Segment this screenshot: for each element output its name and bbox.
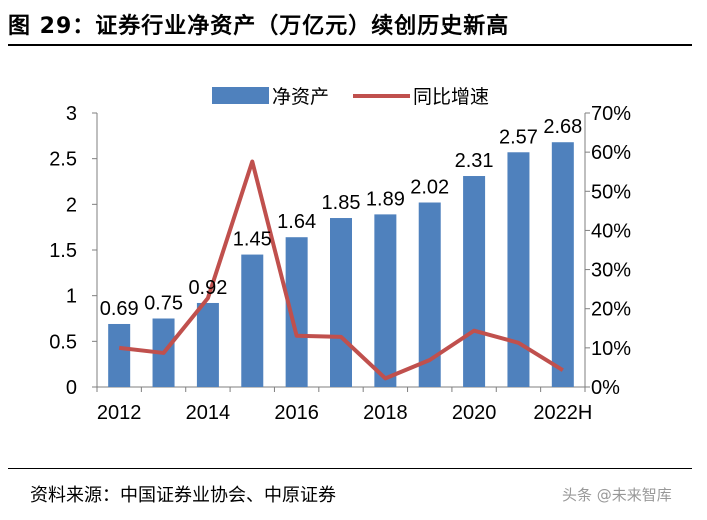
bar-2020 bbox=[463, 176, 486, 387]
x-tick-label: 2012 bbox=[97, 402, 142, 424]
line-series bbox=[118, 159, 564, 381]
legend: 净资产 同比增速 bbox=[212, 86, 489, 108]
footer-divider bbox=[8, 468, 692, 469]
y-right-tick-label: 20% bbox=[591, 299, 631, 321]
x-tick-label: 2020 bbox=[452, 402, 497, 424]
bar-value-label: 2.68 bbox=[543, 116, 582, 138]
y-right-tick-label: 0% bbox=[591, 377, 620, 399]
y-left-tick-label: 2.5 bbox=[49, 149, 77, 171]
y-left-tick-label: 1.5 bbox=[49, 240, 77, 262]
y-right-tick-label: 60% bbox=[591, 142, 631, 164]
y-left-tick-label: 0 bbox=[66, 377, 77, 399]
y-left-tick-label: 1 bbox=[66, 286, 77, 308]
bar-value-label: 1.45 bbox=[233, 229, 272, 251]
legend-swatch-bar bbox=[212, 87, 269, 104]
bar-2022H bbox=[551, 142, 574, 387]
data-labels: 0.69 0.750.92 1.451.64 1.85 1.892.02 2.312.57… bbox=[100, 116, 583, 320]
bar-2017 bbox=[330, 218, 352, 387]
x-tick-label: 2016 bbox=[274, 402, 319, 424]
y-right-tick-label: 10% bbox=[591, 338, 631, 360]
bar-value-label: 2.31 bbox=[455, 150, 494, 172]
bar-value-label: 0.69 bbox=[100, 298, 139, 320]
bar-2014 bbox=[196, 302, 219, 387]
chart-axes: 00.511.522.530%10%20%30%40%50%60%70%2012… bbox=[49, 103, 631, 424]
legend-label-bar: 净资产 bbox=[272, 86, 329, 108]
figure-title: 图 29：证券行业净资产（万亿元）续创历史新高 bbox=[8, 14, 510, 39]
y-right-tick-label: 40% bbox=[591, 220, 631, 242]
y-right-tick-label: 50% bbox=[591, 181, 631, 203]
bar-2016 bbox=[285, 237, 308, 387]
bar-value-label: 1.89 bbox=[366, 188, 405, 210]
x-tick-label: 2014 bbox=[186, 402, 231, 424]
bar-2021 bbox=[507, 152, 530, 387]
source-note: 资料来源：中国证券业协会、中原证券 bbox=[30, 485, 336, 506]
bar-2018 bbox=[374, 214, 397, 387]
bar-value-label: 1.85 bbox=[322, 192, 361, 214]
title-divider bbox=[8, 44, 692, 46]
y-left-tick-label: 3 bbox=[66, 103, 77, 125]
x-tick-label: 2022H bbox=[533, 402, 592, 424]
bar-value-label: 0.75 bbox=[144, 293, 183, 315]
y-left-tick-label: 0.5 bbox=[49, 331, 77, 353]
bar-value-label: 2.57 bbox=[499, 126, 538, 148]
bar-series bbox=[108, 142, 574, 387]
x-tick-label: 2018 bbox=[363, 402, 408, 424]
y-right-tick-label: 70% bbox=[591, 103, 631, 125]
bar-2015 bbox=[241, 254, 264, 387]
bar-value-label: 2.02 bbox=[410, 177, 449, 199]
bar-2012 bbox=[108, 323, 131, 387]
bar-value-label: 0.92 bbox=[188, 277, 227, 299]
bar-value-label: 1.64 bbox=[277, 211, 316, 233]
bar-2019 bbox=[418, 202, 441, 387]
y-right-tick-label: 30% bbox=[591, 260, 631, 282]
y-left-tick-label: 2 bbox=[66, 194, 77, 216]
watermark: 头条 @未来智库 bbox=[562, 486, 672, 504]
legend-label-line: 同比增速 bbox=[413, 86, 489, 108]
